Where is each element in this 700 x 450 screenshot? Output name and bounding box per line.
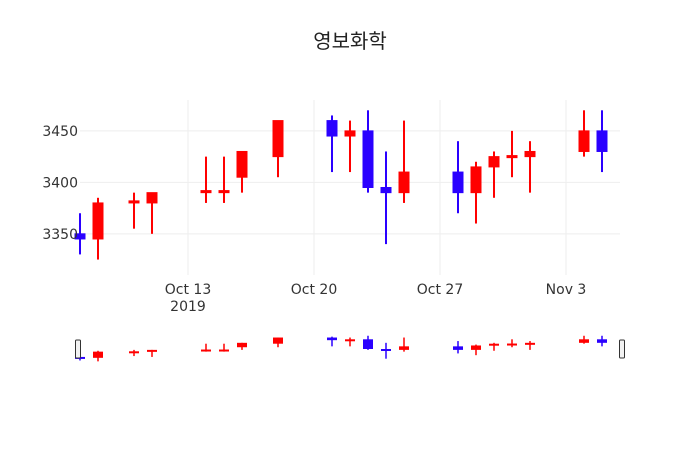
- slider-candle: [219, 343, 229, 352]
- candle-body: [326, 120, 338, 137]
- candle[interactable]: [452, 141, 464, 214]
- range-slider-right-handle[interactable]: [619, 339, 625, 359]
- chart-title: 영보화학: [313, 29, 387, 53]
- candle-body: [380, 187, 392, 194]
- slider-candle: [93, 350, 103, 362]
- y-tick-label: 3350: [42, 227, 78, 243]
- candle[interactable]: [506, 130, 518, 178]
- candle-body: [506, 155, 518, 159]
- candle-body: [74, 233, 86, 240]
- slider-candle: [507, 339, 517, 348]
- candle[interactable]: [200, 156, 212, 203]
- candle-body: [524, 150, 536, 158]
- candle[interactable]: [326, 115, 338, 173]
- range-slider-left-handle[interactable]: [75, 339, 81, 359]
- candle-body: [128, 200, 140, 204]
- y-tick-label: 3400: [42, 175, 78, 191]
- candle[interactable]: [236, 150, 248, 193]
- x-tick-label: Oct 20: [291, 282, 337, 298]
- y-axis-ticks: 3350 3400 3450: [42, 124, 78, 243]
- candle[interactable]: [92, 197, 104, 260]
- candle[interactable]: [524, 141, 536, 193]
- candle-body: [452, 171, 464, 194]
- candle[interactable]: [128, 192, 140, 229]
- candle[interactable]: [146, 192, 158, 234]
- slider-candle: [237, 342, 247, 350]
- slider-candle: [363, 335, 373, 350]
- candle-body: [92, 202, 104, 240]
- slider-candle: [327, 336, 337, 347]
- candle[interactable]: [344, 120, 356, 173]
- candle-body: [146, 192, 158, 204]
- candles[interactable]: [74, 110, 608, 260]
- candle-body: [272, 120, 284, 158]
- candle-body: [218, 190, 230, 194]
- x-tick-sublabel: 2019: [170, 299, 206, 315]
- candle[interactable]: [596, 110, 608, 173]
- x-tick-label: Oct 13: [165, 282, 211, 298]
- slider-candle: [489, 342, 499, 351]
- slider-candle: [453, 341, 463, 354]
- candle[interactable]: [578, 110, 590, 157]
- candle[interactable]: [398, 120, 410, 203]
- range-slider[interactable]: [75, 335, 625, 362]
- candle-body: [488, 156, 500, 168]
- slider-candle: [579, 335, 589, 344]
- candle[interactable]: [470, 161, 482, 224]
- candle-body: [362, 130, 374, 188]
- candle[interactable]: [380, 151, 392, 245]
- slider-candle: [525, 341, 535, 350]
- x-tick-label: Oct 27: [417, 282, 463, 298]
- slider-candle: [399, 337, 409, 352]
- candle[interactable]: [218, 156, 230, 203]
- candle-body: [596, 130, 608, 152]
- candle-body: [470, 166, 482, 194]
- slider-candle: [273, 337, 283, 348]
- slider-candle: [129, 349, 139, 357]
- y-tick-label: 3450: [42, 124, 78, 140]
- x-tick-label: Nov 3: [546, 282, 587, 298]
- slider-candle: [201, 343, 211, 352]
- slider-candle: [471, 344, 481, 356]
- candle-body: [200, 190, 212, 194]
- candle[interactable]: [74, 213, 86, 255]
- candle-body: [236, 150, 248, 178]
- candle-body: [398, 171, 410, 194]
- candle[interactable]: [488, 151, 500, 198]
- candle-body: [344, 130, 356, 137]
- slider-candle: [381, 342, 391, 359]
- candle[interactable]: [272, 120, 284, 178]
- candle-body: [578, 130, 590, 152]
- candle[interactable]: [362, 110, 374, 193]
- slider-candle: [147, 349, 157, 357]
- slider-candle: [597, 335, 607, 347]
- slider-candle: [345, 337, 355, 347]
